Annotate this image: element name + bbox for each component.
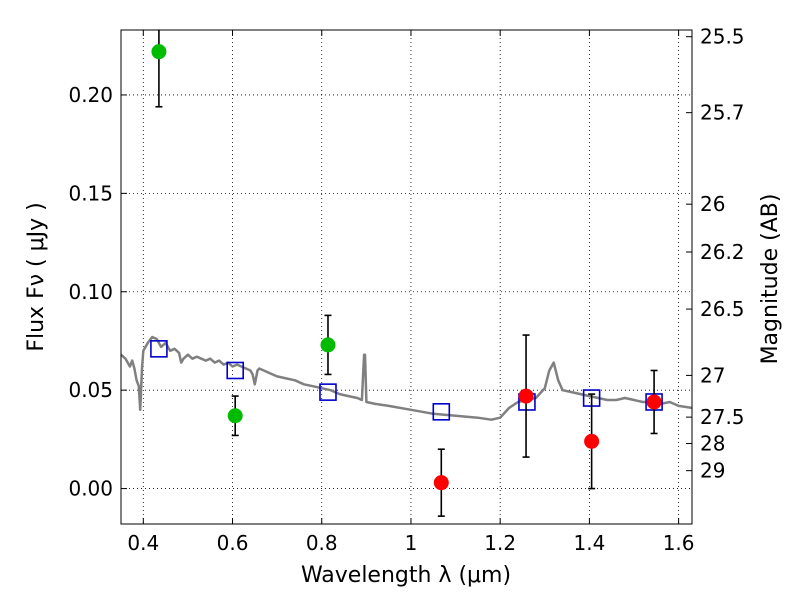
- y2-tick-label: 26.2: [700, 240, 745, 264]
- x-tick-label: 0.4: [127, 531, 159, 555]
- y2-tick-label: 29: [700, 459, 725, 483]
- x-tick-label: 1.2: [484, 531, 516, 555]
- model-photometry-square: [319, 383, 337, 401]
- x-tick-label: 1.4: [573, 531, 605, 555]
- y2-tick-label: 25.7: [700, 101, 745, 125]
- nir-flux-point: [646, 394, 662, 410]
- x-tick-label: 0.8: [306, 531, 338, 555]
- y2-tick-label: 28: [700, 432, 725, 456]
- nir-flux-point: [433, 475, 449, 491]
- nir-flux-point: [518, 388, 534, 404]
- y2-tick-label: 27: [700, 363, 725, 387]
- optical-flux-point: [227, 408, 243, 424]
- y-axis-label: Flux Fν ( μJy ): [24, 202, 49, 351]
- y-tick-label: 0.20: [68, 83, 113, 107]
- y2-tick-label: 26: [700, 192, 725, 216]
- plot-frame: [120, 29, 693, 525]
- x-tick-label: 1: [405, 531, 418, 555]
- y-tick-label: 0.10: [68, 280, 113, 304]
- y2-tick-label: 27.5: [700, 405, 745, 429]
- plot-layer: [121, 30, 692, 517]
- model-photometry-square: [226, 361, 244, 380]
- axis-layer: 0.4 0.6 0.8 1 1.2 1.4 1.6 0.00 0.05 0.10 0.15 0.20 2…: [68, 25, 744, 555]
- y-tick-label: 0.00: [68, 477, 113, 501]
- x-axis-label: Wavelength λ (μm): [301, 563, 511, 588]
- y-tick-label: 0.15: [68, 181, 113, 205]
- optical-flux-point: [320, 337, 336, 353]
- nir-flux-point: [584, 433, 600, 449]
- y2-tick-label: 26.5: [700, 297, 745, 321]
- x-tick-label: 1.6: [663, 531, 695, 555]
- y-tick-label: 0.05: [68, 378, 113, 402]
- optical-flux-point: [151, 44, 167, 60]
- model-photometry-square: [150, 340, 168, 358]
- y2-tick-label: 25.5: [700, 25, 745, 49]
- y2-axis-label: Magnitude (AB): [758, 194, 783, 365]
- spectrum-line: [121, 335, 692, 421]
- model-photometry-square: [432, 403, 451, 421]
- x-tick-label: 0.6: [217, 531, 249, 555]
- grid-layer: [121, 30, 692, 524]
